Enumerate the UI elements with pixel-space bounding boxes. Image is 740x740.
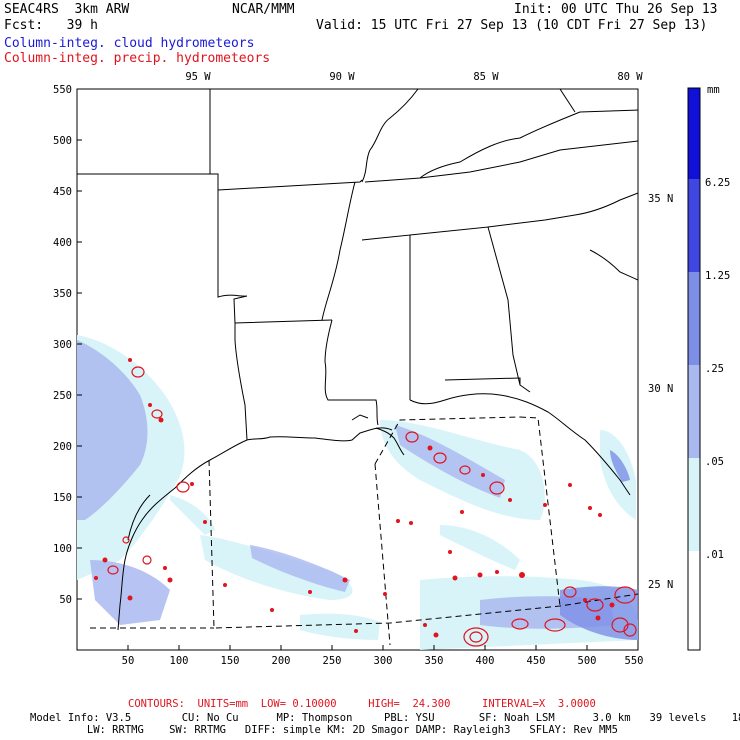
x-tick-label: 400 [476, 655, 495, 667]
y-tick-label: 50 [59, 594, 72, 606]
y-tick-label: 400 [53, 237, 72, 249]
contour-info: CONTOURS: UNITS=mm LOW= 0.10000 HIGH= 24… [128, 698, 596, 710]
colorbar-units: mm [707, 84, 720, 96]
x-tick-labels: 50 100 150 200 250 300 350 400 450 500 5… [122, 655, 644, 667]
x-tick-label: 150 [221, 655, 240, 667]
forecast-hour: Fcst: 39 h [4, 18, 98, 33]
cloud-shading [77, 335, 638, 650]
colorbar-label: .01 [705, 549, 724, 561]
longitude-label: 80 W [617, 71, 643, 83]
y-tick-labels: 50 100 150 200 250 300 350 400 450 500 5… [53, 84, 72, 606]
field-precip-label: Column-integ. precip. hydrometeors [4, 51, 271, 66]
plot-frame [76, 88, 639, 651]
x-tick-label: 250 [323, 655, 342, 667]
longitude-label: 90 W [329, 71, 355, 83]
x-tick-label: 300 [374, 655, 393, 667]
x-tick-label: 500 [578, 655, 597, 667]
latitude-label: 35 N [648, 193, 673, 205]
y-tick-label: 450 [53, 186, 72, 198]
colorbar-swatch [688, 272, 700, 365]
colorbar: mm 6.25 1.25 .25 .05 .01 [687, 84, 730, 651]
x-tick-label: 200 [272, 655, 291, 667]
x-tick-label: 350 [425, 655, 444, 667]
colorbar-swatch [688, 458, 700, 551]
tick-marks [77, 139, 588, 650]
x-tick-label: 50 [122, 655, 135, 667]
latitude-labels: 35 N 30 N 25 N [648, 193, 673, 591]
model-info-line-2: LW: RRTMG SW: RRTMG DIFF: simple KM: 2D … [30, 724, 618, 736]
precip-cells [94, 358, 615, 638]
y-tick-label: 150 [53, 492, 72, 504]
y-tick-label: 300 [53, 339, 72, 351]
y-tick-label: 350 [53, 288, 72, 300]
colorbar-swatch [688, 551, 700, 650]
x-tick-label: 550 [625, 655, 644, 667]
inner-domain-boundary [90, 416, 638, 646]
longitude-label: 95 W [185, 71, 211, 83]
colorbar-label: .05 [705, 456, 724, 468]
colorbar-label: .25 [705, 363, 724, 375]
y-tick-label: 100 [53, 543, 72, 555]
colorbar-swatch [688, 179, 700, 272]
init-time: Init: 00 UTC Thu 26 Sep 13 [514, 2, 718, 17]
latitude-label: 30 N [648, 383, 673, 395]
org-label: NCAR/MMM [232, 2, 295, 17]
latitude-label: 25 N [648, 579, 673, 591]
state-boundaries [77, 89, 638, 631]
longitude-label: 85 W [473, 71, 499, 83]
colorbar-label: 1.25 [705, 270, 730, 282]
y-tick-label: 200 [53, 441, 72, 453]
model-title: SEAC4RS 3km ARW [4, 2, 130, 17]
colorbar-label: 6.25 [705, 177, 730, 189]
colorbar-swatch [688, 88, 700, 179]
model-info-line-1: Model Info: V3.5 CU: No Cu MP: Thompson … [30, 712, 740, 724]
y-tick-label: 250 [53, 390, 72, 402]
longitude-labels: 95 W 90 W 85 W 80 W [185, 71, 643, 83]
colorbar-swatch [688, 365, 700, 458]
x-tick-label: 450 [527, 655, 546, 667]
y-tick-label: 550 [53, 84, 72, 96]
valid-time: Valid: 15 UTC Fri 27 Sep 13 (10 CDT Fri … [316, 18, 708, 33]
precip-contours [107, 366, 637, 647]
x-tick-label: 100 [170, 655, 189, 667]
y-tick-label: 500 [53, 135, 72, 147]
field-cloud-label: Column-integ. cloud hydrometeors [4, 36, 255, 51]
